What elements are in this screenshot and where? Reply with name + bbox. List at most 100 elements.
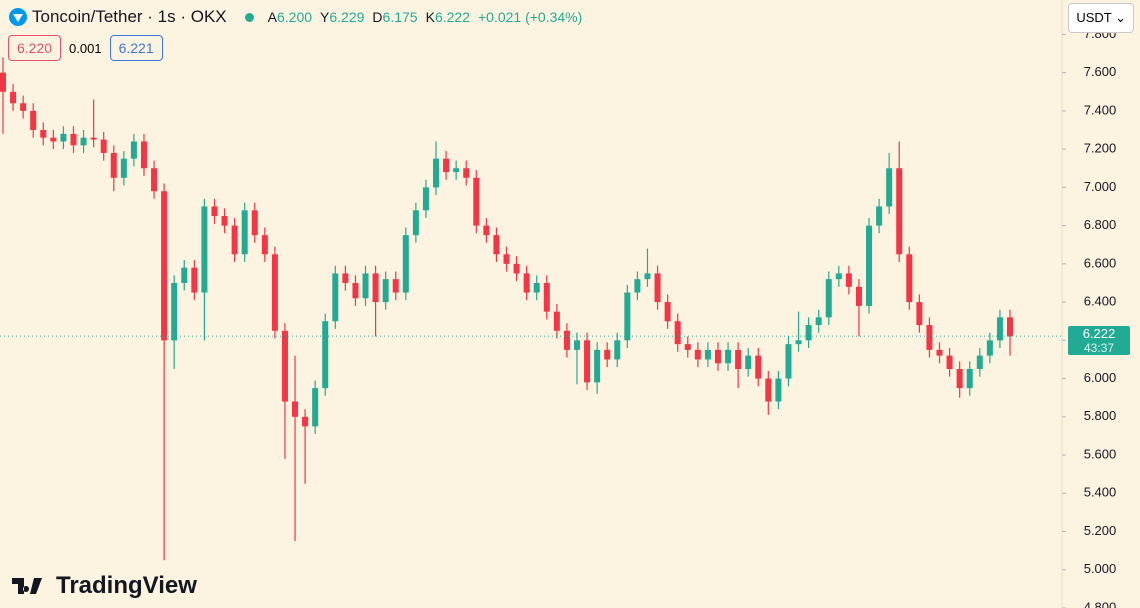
candle-body	[372, 273, 379, 303]
candle-body	[332, 273, 339, 322]
y-tick-label: 5.800	[1084, 408, 1117, 423]
trade-boxes: 6.220 0.001 6.221	[8, 35, 163, 61]
candle-body	[161, 191, 168, 341]
candle-body	[60, 133, 67, 142]
status-dot	[244, 12, 254, 22]
candle-body	[382, 279, 389, 303]
candle-body	[201, 206, 208, 293]
candle-body	[140, 141, 147, 169]
candle-body	[835, 273, 842, 280]
candle-body	[191, 267, 198, 293]
candle-body	[130, 141, 137, 159]
ohlc-key: A	[267, 9, 277, 25]
candle-body	[926, 325, 933, 350]
candle-body	[866, 225, 873, 306]
candle-body	[392, 279, 399, 293]
candle-body	[352, 282, 359, 299]
header: Toncoin/Tether · 1s · OKX A6.200 Y6.229 D6…	[8, 6, 582, 28]
candle-body	[493, 235, 500, 255]
candle-body	[624, 292, 631, 341]
buy-price[interactable]: 6.221	[109, 35, 163, 61]
ohlc-value: 6.200	[276, 9, 313, 25]
candle-body	[211, 206, 218, 217]
ohlc-legend: A6.200 Y6.229 D6.175 K6.222	[268, 9, 470, 25]
y-tick-label: 6.000	[1084, 370, 1117, 385]
y-tick-label: 7.000	[1084, 179, 1117, 194]
candle-body	[70, 133, 77, 146]
candle-body	[151, 168, 158, 192]
y-tick-label: 6.600	[1084, 255, 1117, 270]
candle-body	[422, 187, 429, 211]
candle-body	[10, 91, 17, 104]
candle-body	[362, 273, 369, 299]
ohlc-item: A6.200	[268, 9, 312, 25]
y-tick-label: 7.600	[1084, 64, 1117, 79]
candle-body	[604, 349, 611, 360]
candle-body	[302, 416, 309, 427]
candle-body	[704, 349, 711, 360]
candle-body	[845, 273, 852, 287]
ohlc-key: Y	[320, 9, 330, 25]
y-tick-label: 6.800	[1084, 217, 1117, 232]
candle-body	[886, 168, 893, 207]
candle-body	[694, 349, 701, 360]
candle-body	[513, 263, 520, 274]
candle-body	[342, 273, 349, 283]
spread: 0.001	[69, 40, 102, 56]
candle-body	[322, 321, 329, 389]
candle-body	[251, 210, 258, 236]
candle-body	[936, 349, 943, 356]
y-tick-label: 5.200	[1084, 523, 1117, 538]
ohlc-key: D	[372, 9, 383, 25]
candle-body	[634, 279, 641, 293]
logo-text: TradingView	[56, 572, 197, 599]
candle-body	[785, 344, 792, 379]
candle-body	[50, 137, 57, 142]
symbol[interactable]: Toncoin/Tether · 1s · OKX	[32, 7, 227, 26]
sell-price[interactable]: 6.220	[8, 35, 62, 61]
ohlc-item: D6.175	[372, 9, 417, 25]
candle-body	[110, 152, 117, 178]
y-tick-label: 5.400	[1084, 485, 1117, 500]
candle-body	[543, 282, 550, 312]
candle-body	[533, 282, 540, 293]
candle-body	[553, 311, 560, 331]
y-tick-label: 6.400	[1084, 294, 1117, 309]
currency-select[interactable]: USDT ⌄	[1068, 3, 1134, 33]
currency: USDT	[1076, 10, 1112, 25]
candle-body	[271, 254, 278, 331]
ohlc-value: 6.222	[434, 9, 470, 25]
candle-body	[261, 235, 268, 255]
candle-body	[443, 158, 450, 173]
logo: TradingView	[12, 572, 197, 600]
candle-body	[40, 130, 47, 138]
candle-body	[946, 355, 953, 370]
candle-body	[805, 325, 812, 341]
candle-body	[714, 349, 721, 364]
ohlc-item: K6.222	[426, 9, 470, 25]
candle-body	[674, 321, 681, 345]
candle-body	[795, 340, 802, 345]
candle-body	[906, 254, 913, 303]
candle-body	[745, 355, 752, 370]
candle-body	[463, 168, 470, 178]
candle-body	[664, 302, 671, 322]
candle-body	[986, 340, 993, 356]
candle-body	[171, 282, 178, 341]
candle-body	[956, 369, 963, 389]
candle-body	[523, 273, 530, 293]
logo-icon	[12, 578, 42, 594]
candle-body	[966, 369, 973, 389]
ohlc-item: Y6.229	[320, 9, 364, 25]
y-tick-label: 7.400	[1084, 102, 1117, 117]
candle-body	[402, 235, 409, 293]
candle-body	[614, 340, 621, 360]
candle-body	[876, 206, 883, 226]
candle-body	[241, 210, 248, 255]
ohlc-key: K	[425, 9, 435, 25]
candle-body	[221, 216, 228, 226]
candle-body	[654, 273, 661, 303]
candle-body	[684, 344, 691, 350]
candle-body	[916, 302, 923, 326]
